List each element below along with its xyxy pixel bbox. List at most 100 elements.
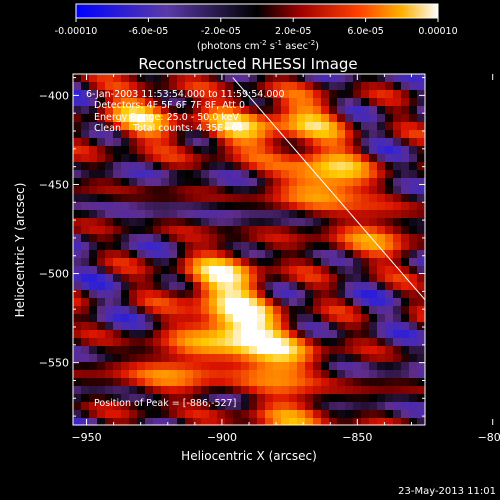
heatmap-cell — [353, 226, 361, 234]
heatmap-cell — [113, 74, 121, 82]
heatmap-cell — [241, 354, 249, 362]
heatmap-cell — [113, 266, 121, 274]
heatmap-cell — [97, 290, 105, 298]
heatmap-cell — [281, 266, 289, 274]
heatmap-cell — [401, 210, 409, 218]
heatmap-cell — [345, 194, 353, 202]
heatmap-cell — [105, 394, 113, 402]
heatmap-cell — [201, 130, 209, 138]
heatmap-cell — [345, 418, 353, 425]
y-axis-label: Heliocentric Y (arcsec) — [13, 183, 27, 318]
heatmap-cell — [393, 314, 401, 322]
heatmap-cell — [153, 218, 161, 226]
heatmap-cell — [241, 362, 249, 370]
heatmap-cell — [409, 250, 417, 258]
heatmap-cell — [273, 346, 281, 354]
heatmap-cell — [177, 210, 185, 218]
heatmap-cell — [81, 162, 89, 170]
heatmap-cell — [185, 386, 193, 394]
heatmap-cell — [201, 266, 209, 274]
heatmap-cell — [145, 290, 153, 298]
heatmap-cell — [73, 146, 81, 154]
heatmap-cell — [177, 410, 185, 418]
heatmap-cell — [73, 338, 81, 346]
heatmap-cell — [89, 170, 97, 178]
heatmap-cell — [273, 122, 281, 130]
heatmap-cell — [233, 186, 241, 194]
heatmap-cell — [105, 298, 113, 306]
heatmap-cell — [89, 106, 97, 114]
heatmap-cell — [265, 154, 273, 162]
heatmap-cell — [393, 354, 401, 362]
heatmap-cell — [401, 82, 409, 90]
heatmap-cell — [265, 354, 273, 362]
heatmap-cell — [401, 314, 409, 322]
heatmap-cell — [225, 362, 233, 370]
heatmap-cell — [233, 370, 241, 378]
heatmap-cell — [177, 354, 185, 362]
heatmap-cell — [73, 274, 81, 282]
heatmap-cell — [377, 258, 385, 266]
heatmap-cell — [153, 154, 161, 162]
heatmap-cell — [89, 290, 97, 298]
heatmap-cell — [217, 194, 225, 202]
heatmap-cell — [385, 418, 393, 425]
heatmap-cell — [337, 194, 345, 202]
heatmap-cell — [209, 298, 217, 306]
heatmap-cell — [113, 194, 121, 202]
heatmap-cell — [281, 402, 289, 410]
heatmap-cell — [281, 386, 289, 394]
heatmap-cell — [217, 138, 225, 146]
heatmap-cell — [361, 154, 369, 162]
heatmap-cell — [393, 274, 401, 282]
heatmap-cell — [97, 234, 105, 242]
heatmap-cell — [337, 314, 345, 322]
heatmap-cell — [201, 298, 209, 306]
heatmap-cell — [145, 410, 153, 418]
heatmap-cell — [105, 338, 113, 346]
heatmap-cell — [353, 322, 361, 330]
heatmap-cell — [201, 154, 209, 162]
heatmap-cell — [409, 410, 417, 418]
heatmap-cell — [361, 194, 369, 202]
heatmap-cell — [233, 114, 241, 122]
heatmap-cell — [385, 106, 393, 114]
heatmap-cell — [273, 250, 281, 258]
heatmap-cell — [273, 194, 281, 202]
heatmap-cell — [169, 74, 177, 82]
heatmap-cell — [337, 90, 345, 98]
heatmap-cell — [273, 226, 281, 234]
heatmap-cell — [249, 114, 257, 122]
heatmap-cell — [97, 106, 105, 114]
heatmap-cell — [369, 74, 377, 82]
x-tick-label: −850 — [342, 431, 372, 444]
heatmap-cell — [233, 106, 241, 114]
heatmap-cell — [313, 290, 321, 298]
heatmap-cell — [417, 410, 425, 418]
heatmap-cell — [241, 418, 249, 425]
heatmap-cell — [281, 106, 289, 114]
heatmap-cell — [81, 146, 89, 154]
heatmap-cell — [121, 346, 129, 354]
heatmap-cell — [417, 154, 425, 162]
heatmap-cell — [257, 290, 265, 298]
heatmap-cell — [385, 386, 393, 394]
heatmap-cell — [377, 306, 385, 314]
y-tick-label: −550 — [39, 357, 69, 370]
heatmap-cell — [257, 74, 265, 82]
heatmap-cell — [225, 274, 233, 282]
heatmap-cell — [73, 82, 81, 90]
colorbar-tick-label: 0.00010 — [418, 26, 457, 37]
heatmap-cell — [217, 314, 225, 322]
heatmap-cell — [129, 226, 137, 234]
heatmap-cell — [129, 418, 137, 425]
heatmap-cell — [177, 394, 185, 402]
heatmap-cell — [257, 234, 265, 242]
heatmap-cell — [313, 170, 321, 178]
heatmap-cell — [297, 402, 305, 410]
heatmap-cell — [361, 298, 369, 306]
heatmap-cell — [321, 74, 329, 82]
heatmap-cell — [177, 74, 185, 82]
heatmap-cell — [137, 130, 145, 138]
heatmap-cell — [369, 290, 377, 298]
